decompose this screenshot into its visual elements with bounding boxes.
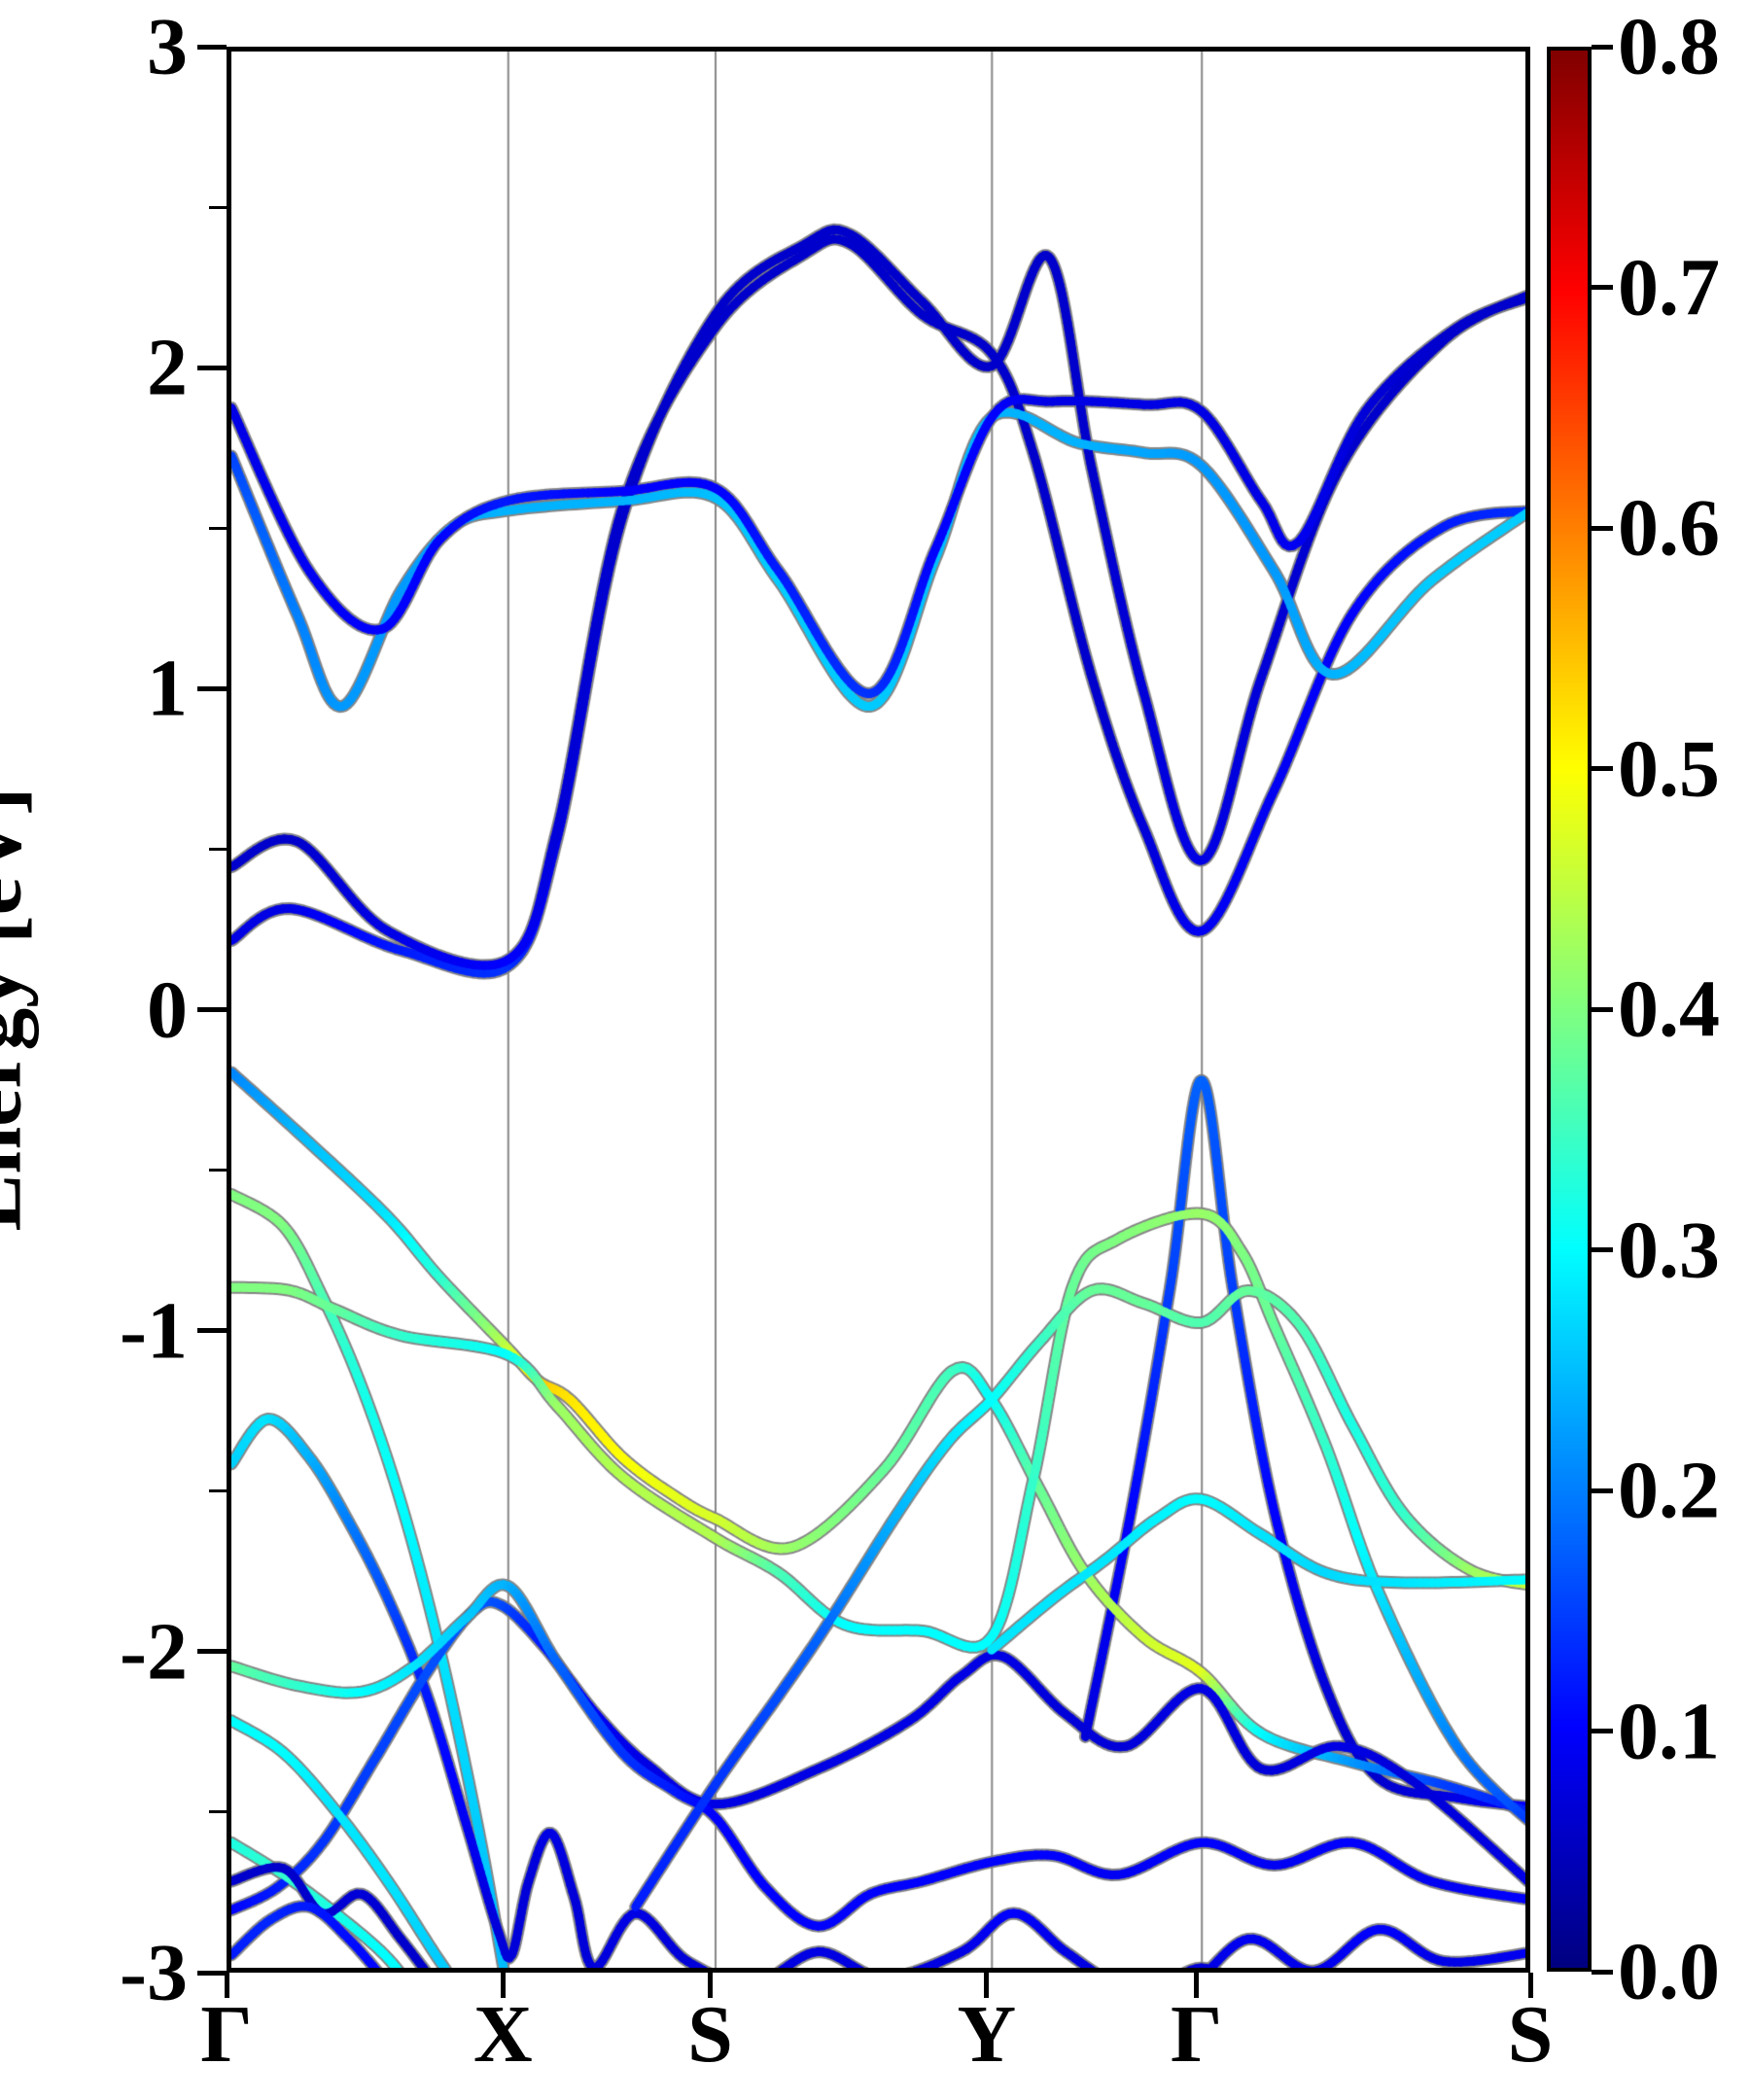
- y-major-tick: [197, 1649, 227, 1655]
- x-tick: [1194, 1973, 1200, 1998]
- x-tick-label-1: X: [472, 1989, 533, 2080]
- colorbar-tick-label: 0.1: [1618, 1686, 1720, 1776]
- colorbar-tick-label: 0.6: [1618, 482, 1720, 574]
- y-minor-tick: [209, 1810, 227, 1814]
- colorbar-tick-label: 0.7: [1618, 242, 1720, 332]
- colorbar-tick: [1592, 1729, 1613, 1733]
- x-tick-label-5: S: [1507, 1989, 1554, 2080]
- x-tick: [984, 1973, 990, 1998]
- colorbar-tick: [1592, 1969, 1613, 1975]
- y-major-tick: [197, 1328, 227, 1334]
- x-tick: [1527, 1973, 1533, 1998]
- y-major-tick: [197, 1007, 227, 1012]
- colorbar-gradient: [1547, 47, 1592, 1972]
- colorbar-tick: [1592, 1488, 1613, 1493]
- y-minor-tick: [209, 205, 227, 209]
- y-tick-label: 1: [147, 643, 188, 734]
- x-tick-label-0: Γ: [200, 1989, 253, 2080]
- plot-area-frame: [227, 47, 1530, 1973]
- y-minor-tick: [209, 1489, 227, 1493]
- x-tick-label-3: Y: [957, 1989, 1017, 2080]
- y-major-tick: [197, 365, 227, 370]
- colorbar-tick: [1592, 525, 1613, 531]
- y-tick-label: -3: [120, 1927, 188, 2018]
- y-tick-label: -1: [120, 1285, 188, 1377]
- y-minor-tick: [209, 1169, 227, 1172]
- colorbar-tick: [1592, 44, 1613, 50]
- x-tick: [500, 1973, 506, 1998]
- colorbar-tick-label: 0.3: [1618, 1205, 1720, 1295]
- colorbar-tick-label: 0.5: [1618, 723, 1720, 814]
- y-tick-label: 3: [147, 1, 188, 92]
- y-minor-tick: [209, 847, 227, 851]
- colorbar-tick-label: 0.2: [1618, 1445, 1720, 1536]
- colorbar-tick: [1592, 766, 1613, 771]
- x-tick: [708, 1973, 713, 1998]
- x-tick-label-4: Γ: [1170, 1989, 1223, 2080]
- y-tick-label: 0: [147, 964, 188, 1055]
- band-structure-plot-canvas: [231, 52, 1525, 1968]
- y-minor-tick: [209, 526, 227, 530]
- y-major-tick: [197, 685, 227, 691]
- colorbar-tick-label: 0.8: [1618, 1, 1720, 92]
- colorbar-tick-label: 0.0: [1618, 1926, 1720, 2017]
- colorbar-tick: [1592, 1006, 1613, 1012]
- y-tick-label: -2: [120, 1606, 188, 1698]
- colorbar-tick: [1592, 285, 1613, 290]
- colorbar-tick: [1592, 1247, 1613, 1252]
- y-major-tick: [197, 1970, 227, 1976]
- x-tick-label-2: S: [687, 1989, 733, 2080]
- y-major-tick: [197, 44, 227, 50]
- colorbar-tick-label: 0.4: [1618, 963, 1720, 1055]
- x-tick: [224, 1973, 229, 1998]
- y-tick-label: 2: [147, 322, 188, 413]
